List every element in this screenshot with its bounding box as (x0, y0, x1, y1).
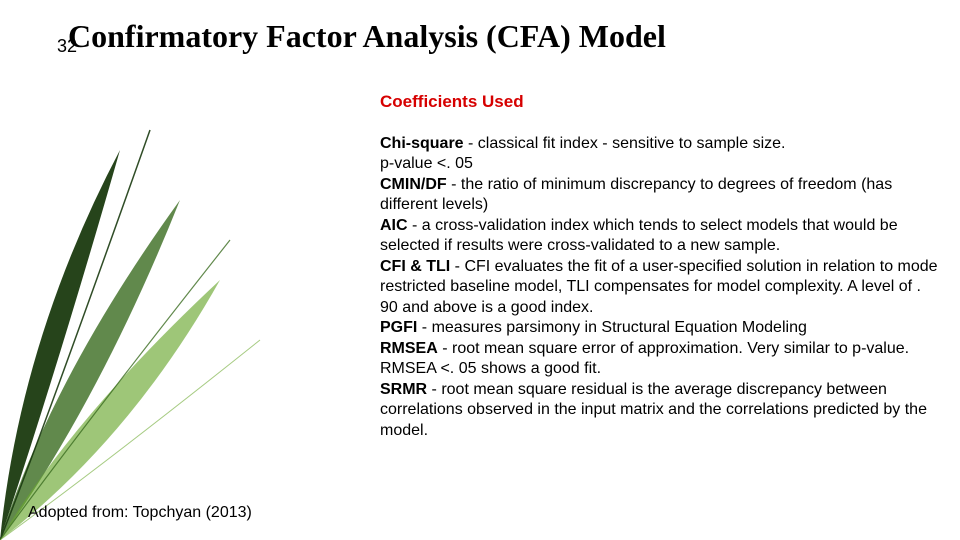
coeff-line: CMIN/DF - the ratio of minimum discrepan… (380, 175, 940, 216)
term: CFI & TLI (380, 258, 450, 275)
coeff-line: RMSEA - root mean square error of approx… (380, 339, 940, 380)
coeff-line: AIC - a cross-validation index which ten… (380, 216, 940, 257)
footer-citation: Adopted from: Topchyan (2013) (28, 504, 252, 522)
term-desc: - measures parsimony in Structural Equat… (417, 319, 807, 336)
term-desc: - classical fit index - sensitive to sam… (464, 135, 786, 152)
subheading: Coefficients Used (380, 92, 524, 112)
term: AIC (380, 217, 408, 234)
coeff-line: CFI & TLI - CFI evaluates the fit of a u… (380, 257, 940, 318)
page-title: Confirmatory Factor Analysis (CFA) Model (68, 18, 666, 55)
term: SRMR (380, 381, 427, 398)
term: CMIN/DF (380, 176, 447, 193)
coeff-line: Chi-square - classical fit index - sensi… (380, 134, 940, 154)
term-desc: - the ratio of minimum discrepancy to de… (380, 176, 892, 213)
coeff-line: p-value <. 05 (380, 154, 940, 174)
coeff-line: SRMR - root mean square residual is the … (380, 380, 940, 441)
slide: 32 Confirmatory Factor Analysis (CFA) Mo… (0, 0, 960, 540)
term-desc: p-value <. 05 (380, 155, 473, 172)
term-desc: - a cross-validation index which tends t… (380, 217, 898, 254)
coeff-line: PGFI - measures parsimony in Structural … (380, 318, 940, 338)
term-desc: - CFI evaluates the fit of a user-specif… (380, 258, 938, 316)
body-text: Chi-square - classical fit index - sensi… (380, 134, 940, 441)
term-desc: - root mean square error of approximatio… (380, 340, 909, 377)
term-desc: - root mean square residual is the avera… (380, 381, 927, 439)
term: PGFI (380, 319, 417, 336)
term: RMSEA (380, 340, 438, 357)
term: Chi-square (380, 135, 464, 152)
leaf-decoration (0, 80, 300, 540)
